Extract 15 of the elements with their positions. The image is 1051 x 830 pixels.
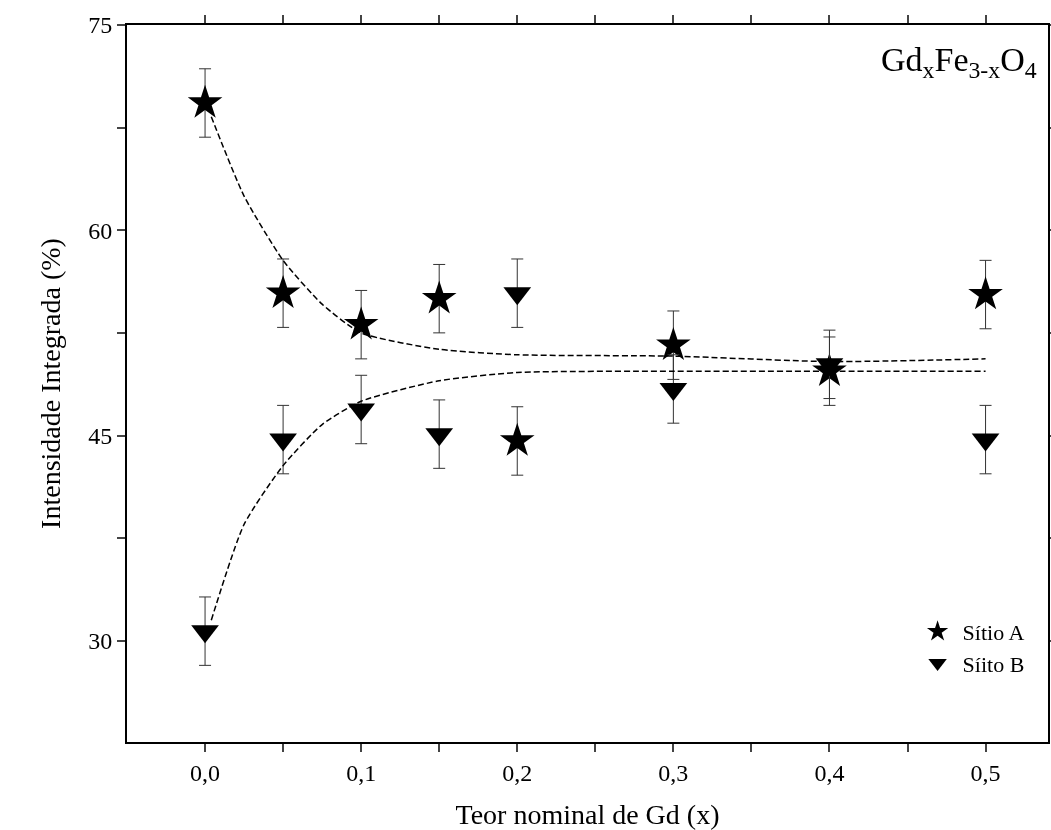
x-tick-label: 0,4 <box>814 759 845 786</box>
y-tick-label: 60 <box>88 217 113 244</box>
annotation: Gd$_{x}$Fe$_{3-x}$O$_{4}$ <box>881 41 1037 84</box>
x-tick-label: 0,1 <box>346 759 377 786</box>
x-tick-label: 0,0 <box>190 759 221 786</box>
y-tick-label: 45 <box>88 422 113 449</box>
legend-label: Sítio A <box>962 620 1025 646</box>
x-axis-title: Teor nominal de Gd (x) <box>455 799 720 830</box>
y-tick-label: 30 <box>88 628 113 655</box>
y-tick-label: 75 <box>88 12 113 39</box>
x-tick-label: 0,3 <box>658 759 689 786</box>
y-axis-title: Intensidade Integrada (%) <box>35 238 66 529</box>
legend-label: Síito B <box>962 651 1025 677</box>
x-tick-label: 0,5 <box>970 759 1001 786</box>
x-tick-label: 0,2 <box>502 759 533 786</box>
